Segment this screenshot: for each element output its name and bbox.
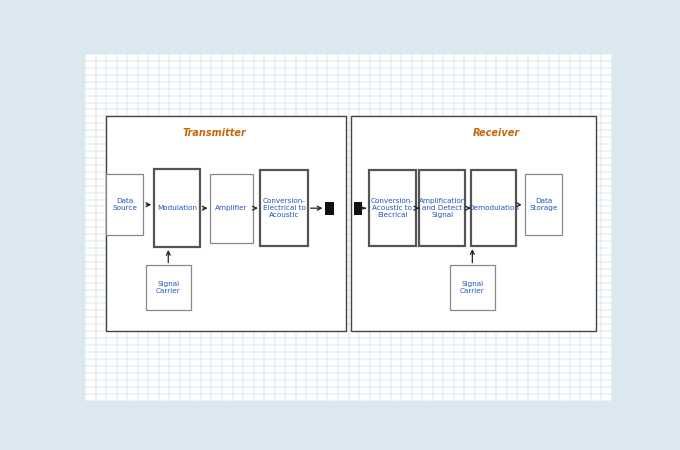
Bar: [146, 266, 190, 310]
Text: Amplification
and Detect
Signal: Amplification and Detect Signal: [419, 198, 466, 218]
Bar: [419, 170, 466, 246]
Bar: [351, 117, 596, 331]
Bar: [154, 169, 201, 247]
Bar: [450, 266, 495, 310]
Bar: [105, 175, 143, 235]
Text: Conversion-
Electrical to
Acoustic: Conversion- Electrical to Acoustic: [262, 198, 305, 218]
Text: Data
Storage: Data Storage: [529, 198, 558, 211]
Text: Transmitter: Transmitter: [182, 129, 246, 139]
Text: Amplifier: Amplifier: [215, 205, 248, 211]
Text: Conversion-
Acoustic to
Elecrical: Conversion- Acoustic to Elecrical: [371, 198, 413, 218]
Bar: [106, 117, 346, 331]
Bar: [471, 170, 516, 246]
Bar: [524, 175, 562, 235]
Bar: [369, 170, 416, 246]
Text: Data
Source: Data Source: [112, 198, 137, 211]
Bar: [325, 202, 334, 215]
Text: Signal
Carrier: Signal Carrier: [460, 281, 485, 294]
Bar: [354, 202, 362, 215]
Bar: [210, 174, 252, 243]
Text: Signal
Carrier: Signal Carrier: [156, 281, 181, 294]
Text: Receiver: Receiver: [473, 129, 520, 139]
Text: Modulation: Modulation: [157, 205, 197, 211]
Text: Demodulation: Demodulation: [468, 205, 519, 211]
Bar: [260, 170, 308, 246]
